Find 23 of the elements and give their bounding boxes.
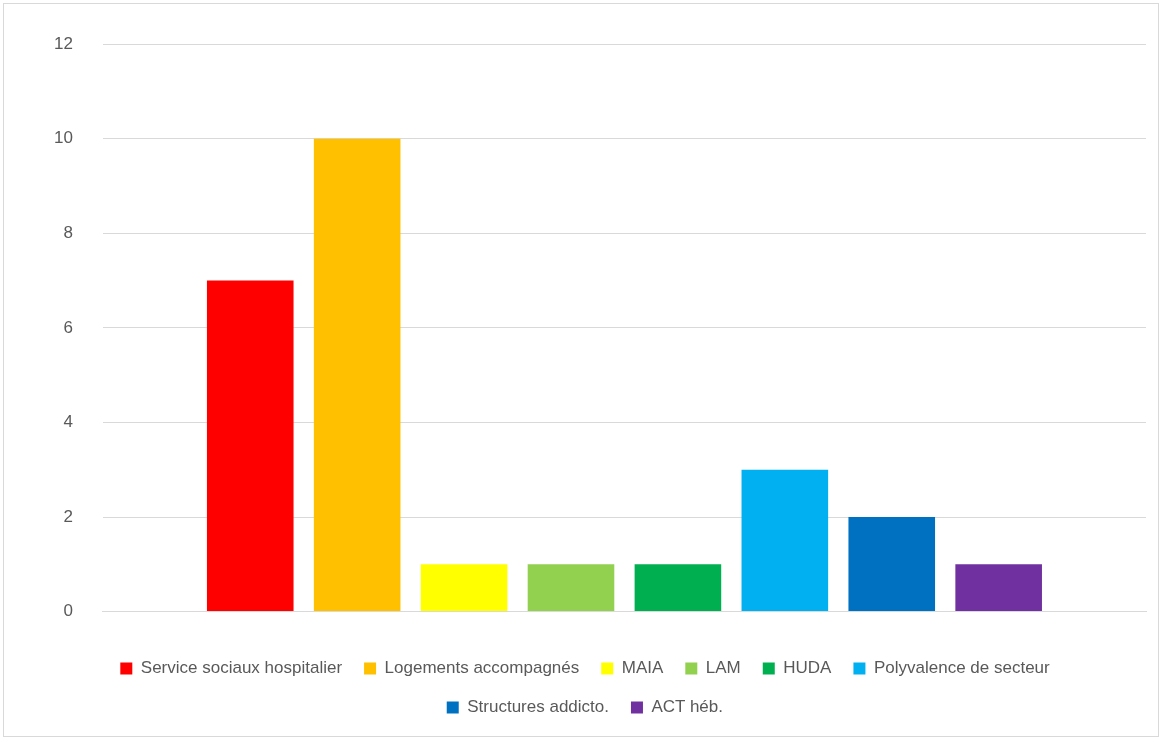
bar xyxy=(741,469,829,612)
legend-label: Polyvalence de secteur xyxy=(873,658,1051,678)
bar xyxy=(955,564,1042,612)
legend-label: Logements accompagnés xyxy=(384,658,580,678)
legend-label: Service sociaux hospitalier xyxy=(140,658,343,678)
y-tick-label: 10 xyxy=(53,128,73,148)
y-tick-label: 12 xyxy=(53,33,73,53)
bar xyxy=(313,138,401,612)
bar xyxy=(206,280,294,612)
y-tick-label: 6 xyxy=(63,317,73,337)
y-tick-label: 4 xyxy=(63,412,73,432)
y-tick-label: 8 xyxy=(63,223,73,243)
legend-label: LAM xyxy=(705,658,741,678)
y-tick-label: 2 xyxy=(63,506,73,526)
legend-label: ACT héb. xyxy=(651,697,723,717)
bar xyxy=(527,564,615,612)
y-tick-label: 0 xyxy=(63,601,73,621)
bar xyxy=(848,517,936,612)
legend-label: HUDA xyxy=(783,658,833,678)
bar xyxy=(634,564,722,612)
legend-label: Structures addicto. xyxy=(467,697,609,717)
bar xyxy=(420,564,508,612)
legend-label: MAIA xyxy=(621,658,664,678)
